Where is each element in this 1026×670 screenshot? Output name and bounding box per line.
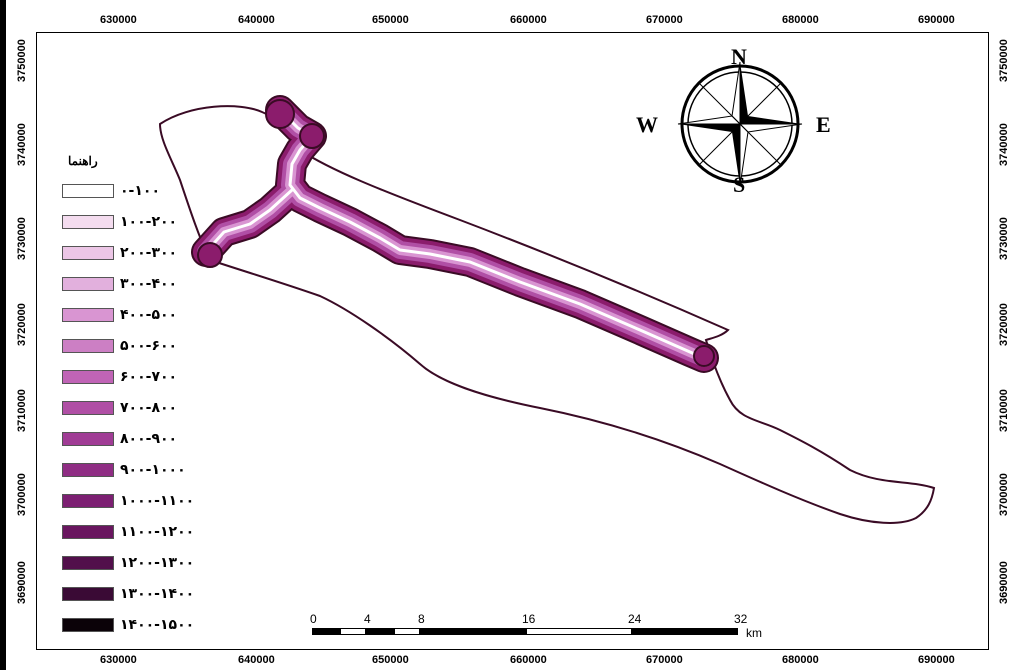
compass-west-label: W [636,112,658,137]
legend-swatch [62,587,114,601]
legend-label: ۸۰۰-۹۰۰ [120,431,178,447]
legend-label: ۹۰۰-۱۰۰۰ [120,462,186,478]
scale-label: 32 [734,612,748,626]
scale-segment [340,628,366,635]
legend-swatch [62,432,114,446]
legend-item: ۱۰۰-۲۰۰ [62,211,242,233]
x-tick-label: 680000 [782,14,819,26]
legend-item: ۷۰۰-۸۰۰ [62,397,242,419]
legend-label: ۶۰۰-۷۰۰ [120,369,178,385]
scale-segment [420,628,526,635]
legend-label: ۳۰۰-۴۰۰ [120,276,178,292]
legend-swatch [62,370,114,384]
legend-item: ۱۰۰۰-۱۱۰۰ [62,490,242,512]
legend-label: ۱۰۰-۲۰۰ [120,214,178,230]
legend-swatch [62,463,114,477]
legend-swatch [62,401,114,415]
legend-swatch [62,308,114,322]
scale-label: 4 [364,612,371,626]
buffer-zone [191,95,719,373]
scale-label: 8 [418,612,425,626]
left-edge-bar [0,0,6,670]
x-tick-label: 680000 [782,654,819,666]
scale-segment [312,628,340,635]
study-area-outline [158,105,936,524]
legend-label: ۱۳۰۰-۱۴۰۰ [120,586,195,602]
x-tick-label: 690000 [918,654,955,666]
x-tick-label: 640000 [238,14,275,26]
legend-swatch [62,339,114,353]
compass-south-label: S [733,172,746,197]
x-tick-label: 650000 [372,14,409,26]
x-tick-label: 660000 [510,14,547,26]
compass-east-label: E [816,112,831,137]
compass-north-label: N [731,44,747,69]
legend-item: ۵۰۰-۶۰۰ [62,335,242,357]
north-arrow: N S E W [632,44,842,198]
scale-bar: 0 4 8 16 24 32 km [300,612,780,642]
legend-item: ۳۰۰-۴۰۰ [62,273,242,295]
legend-label: ۱۰۰۰-۱۱۰۰ [120,493,195,509]
scale-unit-label: km [746,626,762,640]
legend-swatch [62,184,114,198]
legend-swatch [62,246,114,260]
x-tick-label: 630000 [100,14,137,26]
x-tick-label: 690000 [918,14,955,26]
legend-swatch [62,556,114,570]
legend-item: ۱۳۰۰-۱۴۰۰ [62,583,242,605]
legend-label: ۰-۱۰۰ [120,183,160,199]
legend-label: ۴۰۰-۵۰۰ [120,307,178,323]
legend-item: ۱۴۰۰-۱۵۰۰ [62,614,242,636]
scale-segment [394,628,420,635]
legend-item: ۶۰۰-۷۰۰ [62,366,242,388]
legend-swatch [62,215,114,229]
scale-label: 24 [628,612,642,626]
legend-item: ۹۰۰-۱۰۰۰ [62,459,242,481]
scale-segment [526,628,632,635]
legend-item: ۸۰۰-۹۰۰ [62,428,242,450]
legend-title: راهنما [68,154,98,168]
legend-label: ۱۴۰۰-۱۵۰۰ [120,617,195,633]
legend-label: ۷۰۰-۸۰۰ [120,400,178,416]
legend-item: ۱۱۰۰-۱۲۰۰ [62,521,242,543]
scale-segment [632,628,738,635]
legend-label: ۱۲۰۰-۱۳۰۰ [120,555,195,571]
x-tick-label: 670000 [646,14,683,26]
scale-label: 0 [310,612,317,626]
scale-segment [366,628,394,635]
legend-swatch [62,277,114,291]
legend-swatch [62,494,114,508]
legend-label: ۲۰۰-۳۰۰ [120,245,178,261]
legend-item: ۲۰۰-۳۰۰ [62,242,242,264]
legend-swatch [62,618,114,632]
legend-label: ۱۱۰۰-۱۲۰۰ [120,524,195,540]
x-tick-label: 670000 [646,654,683,666]
legend-item: ۰-۱۰۰ [62,180,242,202]
legend-item: ۴۰۰-۵۰۰ [62,304,242,326]
compass-rose-icon [677,61,803,187]
x-tick-label: 660000 [510,654,547,666]
map-frame [36,32,989,650]
scale-label: 16 [522,612,536,626]
x-tick-label: 650000 [372,654,409,666]
legend-swatch [62,525,114,539]
legend-label: ۵۰۰-۶۰۰ [120,338,178,354]
legend-item: ۱۲۰۰-۱۳۰۰ [62,552,242,574]
x-tick-label: 630000 [100,654,137,666]
x-tick-label: 640000 [238,654,275,666]
